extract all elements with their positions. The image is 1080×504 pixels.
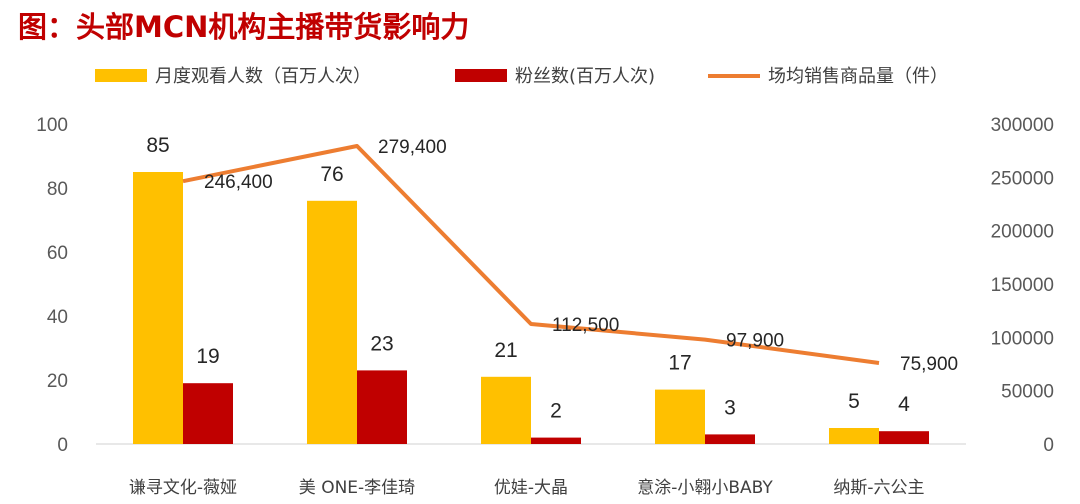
x-category-label: 美 ONE-李佳琦 [299,478,415,498]
x-category-label: 谦寻文化-薇娅 [129,478,237,498]
bar-fans-label: 4 [898,393,910,416]
bar-viewers [481,376,531,444]
y-left-tick-label: 80 [47,179,68,200]
bar-fans [183,383,233,444]
bar-viewers-label: 21 [494,339,517,362]
line-sales-label: 246,400 [204,172,273,193]
bar-fans [357,370,407,444]
bar-viewers [133,172,183,444]
y-right-tick-label: 100000 [991,328,1054,349]
legend-label-3: 场均销售商品量（件） [768,66,948,87]
x-category-label: 优娃-大晶 [494,478,568,498]
y-right-tick-label: 300000 [991,115,1054,136]
line-sales-label: 97,900 [726,331,784,352]
bar-fans-label: 2 [550,400,562,423]
line-sales-label: 279,400 [378,137,447,158]
line-sales-label: 112,500 [552,315,619,336]
bar-viewers [829,428,879,444]
chart-title: 图：头部MCN机构主播带货影响力 [18,10,470,44]
bar-fans-label: 23 [370,332,393,355]
bar-fans [705,434,755,444]
y-right-tick-label: 0 [1043,435,1054,456]
x-category-label: 意涂-小翱小BABY [637,478,773,498]
bar-fans [531,437,581,444]
bar-viewers [307,200,357,444]
bar-fans-label: 3 [724,396,736,419]
y-left-tick-label: 20 [47,371,68,392]
bar-viewers-label: 76 [320,163,343,186]
legend-label-2: 粉丝数(百万人次) [515,66,655,87]
line-sales [182,144,880,365]
legend-label-1: 月度观看人数（百万人次） [155,66,371,87]
line-sales-label: 75,900 [900,354,958,375]
y-left-tick-label: 100 [36,115,68,136]
x-category-label: 纳斯-六公主 [833,478,924,498]
y-right-tick-label: 50000 [1001,382,1054,403]
y-right-tick-label: 250000 [991,168,1054,189]
y-left-tick-label: 60 [47,243,68,264]
y-left-tick-label: 0 [57,435,68,456]
bar-viewers [655,389,705,444]
bar-viewers-label: 17 [668,352,691,375]
bar-viewers-label: 85 [146,134,169,157]
bar-viewers-label: 5 [848,390,860,413]
bar-fans [879,431,929,444]
legend-swatch-2 [455,69,507,82]
y-left-tick-label: 40 [47,307,68,328]
y-right-tick-label: 200000 [991,222,1054,243]
legend-swatch-1 [95,69,147,82]
bar-fans-label: 19 [196,345,219,368]
y-right-tick-label: 150000 [991,275,1054,296]
